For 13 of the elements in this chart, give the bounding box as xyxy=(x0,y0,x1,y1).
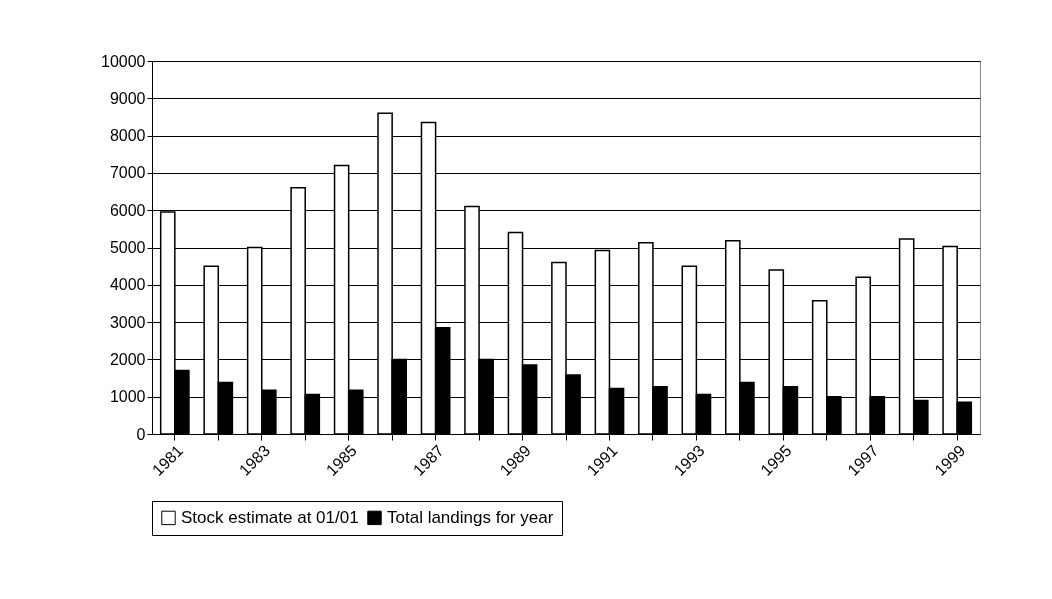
y-tick-label: 5000 xyxy=(109,239,146,256)
y-tick-label: 10000 xyxy=(101,52,146,70)
y-tick-label: 4000 xyxy=(109,276,146,294)
y-tick-label: 0 xyxy=(136,425,146,443)
y-tick-label: 8000 xyxy=(109,127,146,145)
y-tick-label: 7000 xyxy=(109,164,146,182)
legend-label: Stock estimate at 01/01 xyxy=(181,507,359,527)
legend-label: Total landings for year xyxy=(387,507,554,527)
y-tick-label: 2000 xyxy=(109,350,146,368)
y-tick-label: 6000 xyxy=(109,201,146,219)
y-tick-label: 3000 xyxy=(109,313,146,331)
y-tick-label: 1000 xyxy=(109,388,146,406)
y-tick-label: 9000 xyxy=(109,89,146,107)
